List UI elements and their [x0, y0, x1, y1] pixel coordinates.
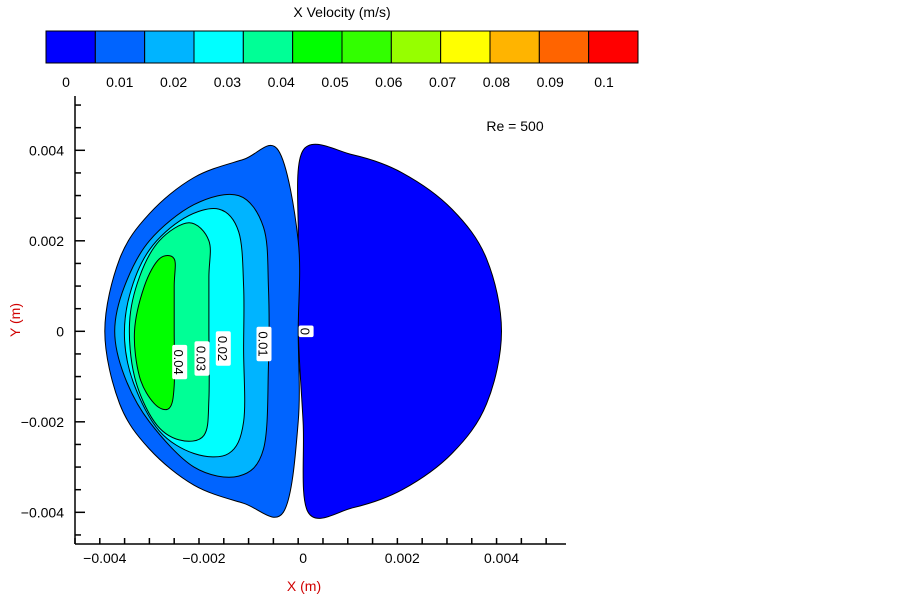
contour-label-box — [215, 331, 231, 366]
contour-region — [297, 143, 503, 519]
colorbar-label: 0.06 — [375, 74, 402, 90]
y-tick-label: 0.002 — [29, 233, 64, 249]
x-axis-label: X (m) — [287, 578, 321, 594]
colorbar-swatch — [390, 30, 442, 64]
contour-regions — [104, 143, 503, 519]
colorbar-swatch — [341, 30, 392, 64]
colorbar-swatch — [292, 30, 343, 64]
colorbar-swatch — [94, 30, 146, 64]
colorbar-label: 0.01 — [106, 74, 133, 90]
colorbar-label: 0.08 — [483, 74, 510, 90]
colorbar-label: 0.02 — [160, 74, 187, 90]
contour-label: 0.04 — [171, 344, 188, 380]
colorbar-swatch — [242, 30, 294, 64]
colorbar-swatch — [489, 30, 540, 64]
colorbar-label: 0.04 — [268, 74, 295, 90]
colorbar-labels: 0 0.01 0.02 0.03 0.04 0.05 0.06 0.07 0.08 0.09 0.1 — [62, 74, 614, 90]
x-tick-label: 0 — [299, 550, 307, 566]
x-tick-label: −0.004 — [83, 550, 126, 566]
contour-label-text: 0.04 — [171, 349, 186, 374]
contour-label-text: 0.02 — [215, 336, 230, 361]
y-tick-label: −0.002 — [21, 414, 64, 430]
colorbar-swatch — [144, 30, 195, 64]
y-tick-label: −0.004 — [21, 504, 64, 520]
contour-region — [133, 255, 176, 411]
x-tick-label: 0.004 — [484, 550, 519, 566]
reynolds-annotation: Re = 500 — [486, 118, 543, 134]
contour-label: 0.03 — [194, 341, 210, 376]
colorbar-label: 0.1 — [594, 74, 614, 90]
contour-label-box — [256, 326, 272, 362]
colorbar-swatch — [193, 30, 244, 64]
x-axis-ticks: −0.004 −0.002 0 0.002 0.004 — [74, 538, 547, 566]
axes — [74, 96, 566, 545]
colorbar — [45, 30, 639, 64]
y-tick-label: 0.004 — [29, 142, 64, 158]
contour-label: 0.01 — [256, 326, 272, 362]
contour-label-box — [298, 325, 314, 338]
contour-label: 0 — [298, 325, 314, 338]
colorbar-title: X Velocity (m/s) — [293, 4, 390, 20]
colorbar-swatch — [45, 30, 96, 64]
colorbar-label: 0 — [62, 74, 70, 90]
colorbar-swatch — [440, 30, 491, 64]
x-tick-label: −0.002 — [182, 550, 225, 566]
contour-label-text: 0 — [298, 328, 313, 335]
colorbar-label: 0.09 — [537, 74, 564, 90]
contour-label: 0.02 — [215, 331, 231, 366]
contour-label-text: 0.01 — [256, 331, 271, 356]
colorbar-label: 0.05 — [321, 74, 348, 90]
y-axis-label: Y (m) — [7, 303, 23, 337]
contour-label-box — [172, 344, 188, 380]
colorbar-label: 0.03 — [214, 74, 241, 90]
x-tick-label: 0.002 — [385, 550, 420, 566]
colorbar-label: 0.07 — [429, 74, 456, 90]
y-axis-ticks: 0.004 0.002 0 −0.002 −0.004 — [21, 104, 85, 536]
contour-label-text: 0.03 — [194, 346, 209, 371]
contour-label-box — [194, 341, 210, 376]
contour-labels: 0 0.01 0.02 0.03 0.04 — [171, 325, 314, 380]
y-tick-label: 0 — [56, 323, 64, 339]
colorbar-swatch — [538, 30, 590, 64]
colorbar-swatch — [588, 30, 639, 64]
